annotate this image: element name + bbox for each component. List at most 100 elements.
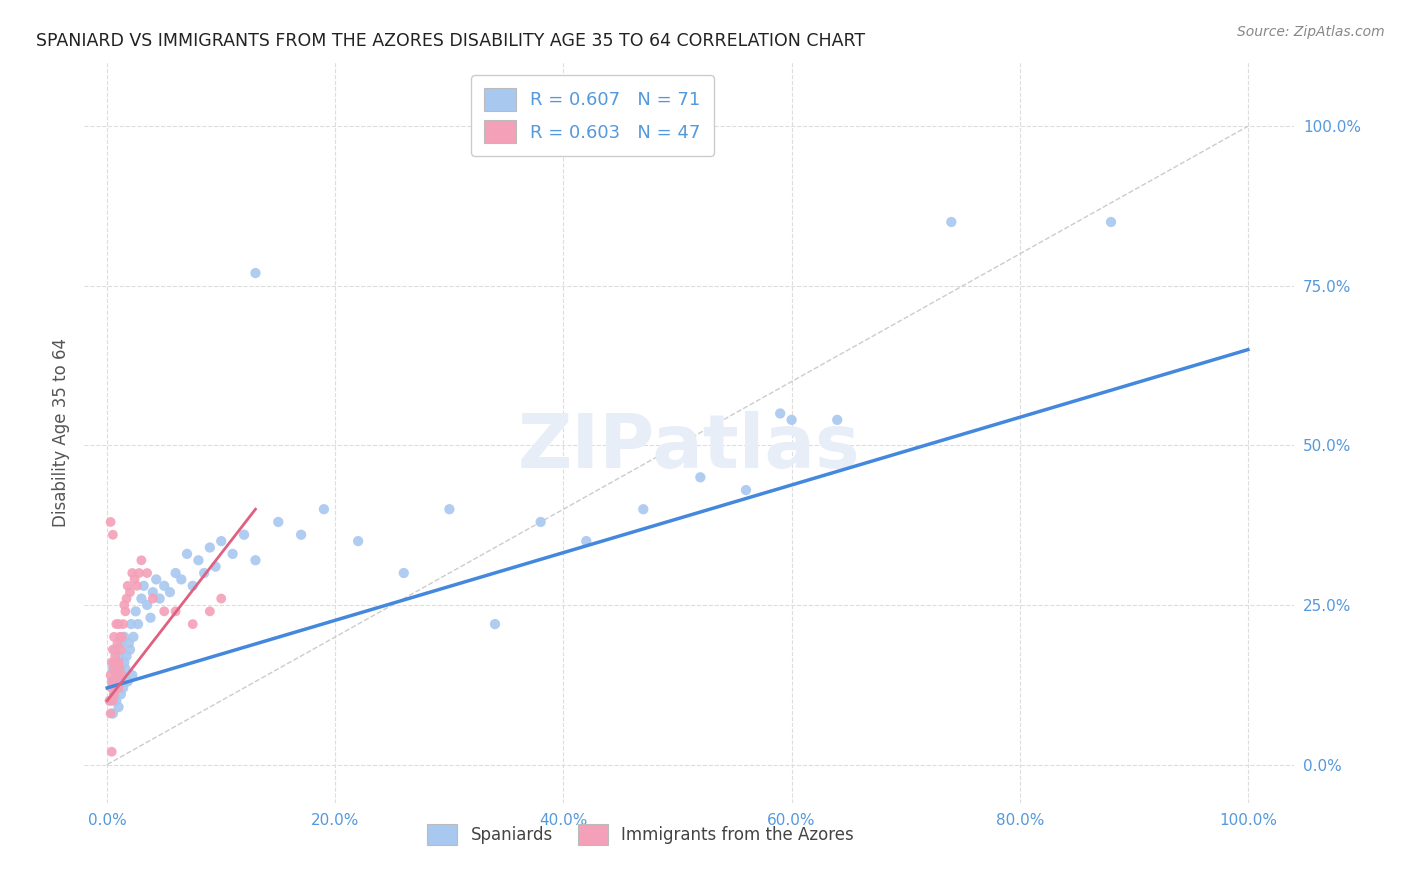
Point (120, 617, 142, 632)
Text: ZIPatlas: ZIPatlas (517, 411, 860, 484)
Point (124, 573, 146, 587)
Point (110, 687, 132, 701)
Point (104, 642, 127, 657)
Point (110, 642, 132, 657)
Point (142, 591, 165, 606)
Point (153, 604, 176, 618)
Point (176, 547, 198, 561)
Text: Source: ZipAtlas.com: Source: ZipAtlas.com (1237, 25, 1385, 39)
Point (114, 604, 136, 618)
Point (103, 662, 125, 676)
Point (105, 668, 128, 682)
Point (165, 604, 187, 618)
Point (159, 585, 181, 599)
Point (98, 694, 121, 708)
Point (149, 591, 172, 606)
Point (107, 656, 129, 670)
Point (245, 553, 267, 567)
Point (100, 745, 122, 759)
Point (101, 706, 124, 721)
Point (100, 694, 122, 708)
Point (107, 648, 129, 663)
Point (233, 527, 256, 541)
Point (101, 662, 124, 676)
Point (107, 656, 129, 670)
Legend: Spaniards, Immigrants from the Azores: Spaniards, Immigrants from the Azores (419, 815, 862, 854)
Point (118, 636, 141, 650)
Point (103, 687, 125, 701)
Point (100, 674, 122, 689)
Point (110, 668, 132, 682)
Point (181, 617, 204, 632)
Point (111, 630, 134, 644)
Point (100, 515, 122, 529)
Point (110, 636, 132, 650)
Point (125, 579, 148, 593)
Point (145, 573, 167, 587)
Point (100, 681, 122, 695)
Point (128, 566, 150, 580)
Point (127, 617, 149, 632)
Point (131, 591, 153, 606)
Point (118, 642, 141, 657)
Point (103, 656, 125, 670)
Point (101, 527, 124, 541)
Point (101, 642, 124, 657)
Point (198, 541, 221, 555)
Point (100, 668, 122, 682)
Point (136, 566, 159, 580)
Point (100, 706, 122, 721)
Point (825, 413, 848, 427)
Point (105, 681, 128, 695)
Point (941, 215, 963, 229)
Point (181, 579, 204, 593)
Point (735, 483, 758, 497)
Point (104, 681, 127, 695)
Point (111, 668, 134, 682)
Point (153, 579, 176, 593)
Point (115, 591, 138, 606)
Point (165, 566, 187, 580)
Point (347, 534, 370, 549)
Point (290, 527, 312, 541)
Point (122, 630, 145, 644)
Point (117, 579, 139, 593)
Point (689, 470, 711, 484)
Point (112, 681, 135, 695)
Point (209, 534, 232, 549)
Point (112, 617, 135, 632)
Point (484, 617, 506, 632)
Point (530, 515, 553, 529)
Point (114, 662, 136, 676)
Point (115, 648, 138, 663)
Point (107, 617, 129, 632)
Point (131, 553, 153, 567)
Point (245, 266, 267, 280)
Point (117, 674, 139, 689)
Text: SPANIARD VS IMMIGRANTS FROM THE AZORES DISABILITY AGE 35 TO 64 CORRELATION CHART: SPANIARD VS IMMIGRANTS FROM THE AZORES D… (37, 32, 865, 50)
Point (439, 502, 461, 516)
Point (107, 636, 129, 650)
Point (312, 502, 335, 516)
Point (112, 656, 135, 670)
Point (107, 681, 129, 695)
Y-axis label: Disability Age 35 to 64: Disability Age 35 to 64 (52, 338, 70, 527)
Point (118, 585, 141, 599)
Point (105, 617, 128, 632)
Point (108, 674, 131, 689)
Point (108, 662, 131, 676)
Point (105, 656, 128, 670)
Point (170, 573, 193, 587)
Point (100, 656, 122, 670)
Point (142, 585, 165, 599)
Point (101, 674, 124, 689)
Point (125, 604, 148, 618)
Point (104, 648, 127, 663)
Point (780, 413, 803, 427)
Point (101, 694, 124, 708)
Point (107, 681, 129, 695)
Point (204, 559, 226, 574)
Point (132, 579, 155, 593)
Point (107, 700, 129, 714)
Point (108, 662, 131, 676)
